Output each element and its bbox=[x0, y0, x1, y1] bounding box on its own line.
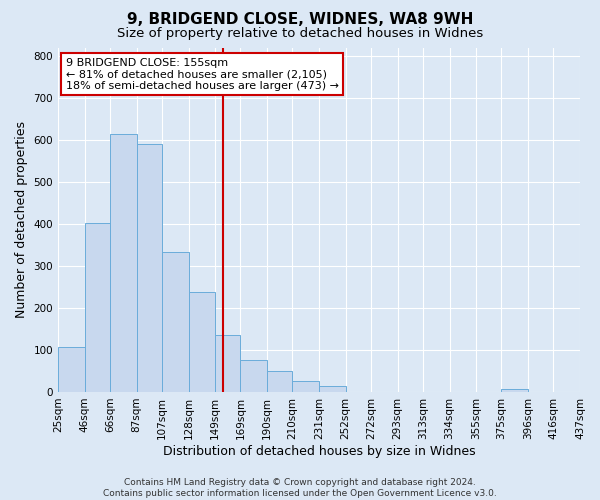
Bar bbox=[162, 252, 188, 392]
Bar bbox=[502, 388, 528, 392]
Bar bbox=[137, 144, 162, 392]
Text: 9 BRIDGEND CLOSE: 155sqm
← 81% of detached houses are smaller (2,105)
18% of sem: 9 BRIDGEND CLOSE: 155sqm ← 81% of detach… bbox=[66, 58, 339, 91]
Bar bbox=[319, 386, 346, 392]
Y-axis label: Number of detached properties: Number of detached properties bbox=[15, 121, 28, 318]
Bar bbox=[215, 335, 241, 392]
Bar bbox=[292, 382, 319, 392]
Text: Size of property relative to detached houses in Widnes: Size of property relative to detached ho… bbox=[117, 28, 483, 40]
X-axis label: Distribution of detached houses by size in Widnes: Distribution of detached houses by size … bbox=[163, 444, 475, 458]
Bar bbox=[188, 292, 215, 392]
Bar bbox=[267, 371, 292, 392]
Bar bbox=[85, 222, 110, 392]
Bar bbox=[241, 360, 267, 392]
Bar bbox=[110, 134, 137, 392]
Bar bbox=[58, 348, 85, 392]
Text: Contains HM Land Registry data © Crown copyright and database right 2024.
Contai: Contains HM Land Registry data © Crown c… bbox=[103, 478, 497, 498]
Text: 9, BRIDGEND CLOSE, WIDNES, WA8 9WH: 9, BRIDGEND CLOSE, WIDNES, WA8 9WH bbox=[127, 12, 473, 28]
